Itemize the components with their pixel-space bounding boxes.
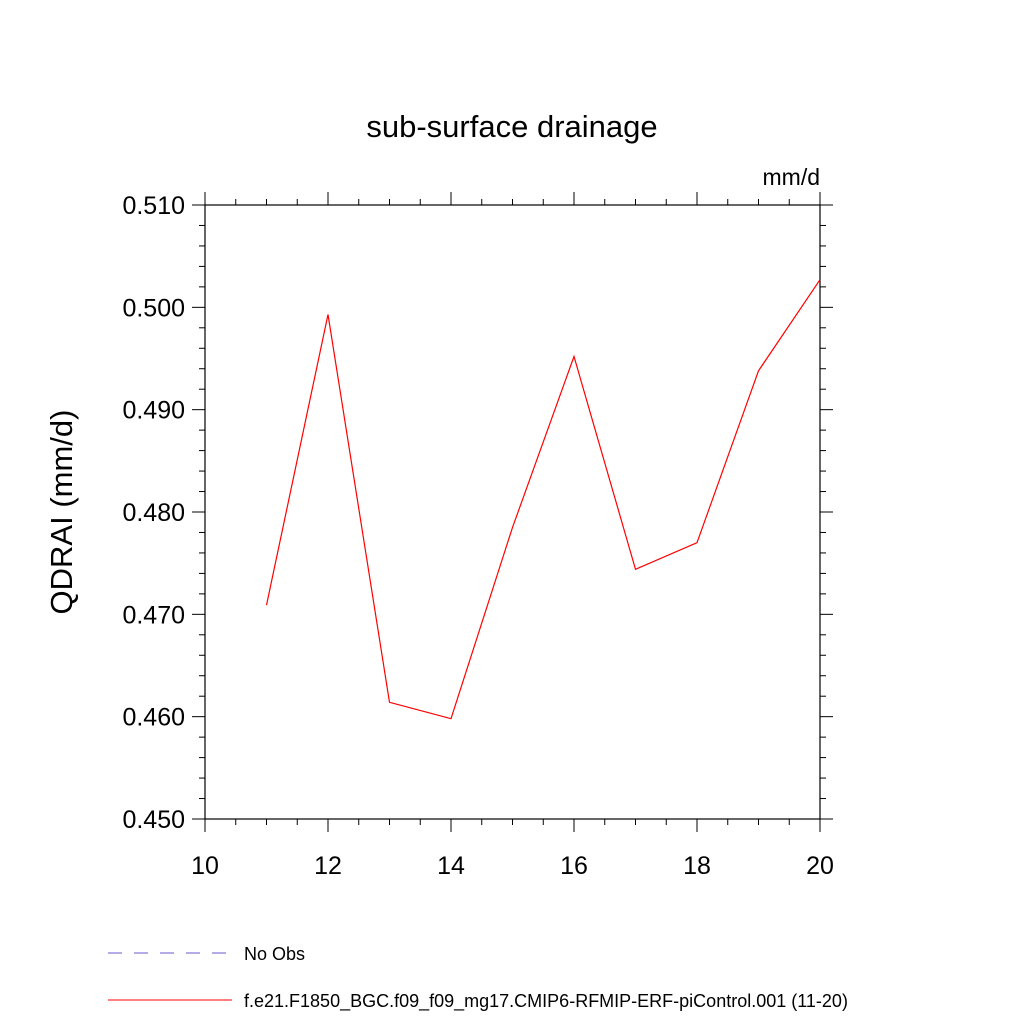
y-tick-label: 0.490 bbox=[122, 397, 185, 425]
x-tick-label: 14 bbox=[437, 852, 465, 880]
chart-title: sub-surface drainage bbox=[366, 109, 657, 144]
x-tick-label: 20 bbox=[806, 852, 834, 880]
plot-frame bbox=[204, 204, 821, 820]
axis-ticks bbox=[192, 192, 833, 832]
axis-tick-labels: 10 12 14 16 18 20 0.450 0.460 0.470 0.480 0.490 0.5… bbox=[122, 192, 833, 880]
y-tick-label: 0.510 bbox=[122, 192, 185, 220]
x-tick-label: 12 bbox=[314, 852, 342, 880]
series-line bbox=[265, 279, 821, 720]
x-tick-label: 16 bbox=[560, 852, 588, 880]
x-tick-label: 18 bbox=[683, 852, 711, 880]
y-tick-label: 0.480 bbox=[122, 499, 185, 527]
y-tick-label: 0.450 bbox=[122, 806, 185, 834]
legend-label: f.e21.F1850_BGC.f09_f09_mg17.CMIP6-RFMIP… bbox=[244, 991, 848, 1012]
series-lines bbox=[265, 279, 821, 720]
legend-label: No Obs bbox=[244, 944, 305, 964]
units-label: mm/d bbox=[763, 164, 821, 190]
legend: No Obs f.e21.F1850_BGC.f09_f09_mg17.CMIP6… bbox=[108, 944, 848, 1012]
y-axis-label: QDRAI (mm/d) bbox=[44, 410, 79, 615]
y-tick-label: 0.460 bbox=[122, 704, 185, 732]
x-tick-label: 10 bbox=[191, 852, 219, 880]
y-tick-label: 0.470 bbox=[122, 601, 185, 629]
y-tick-label: 0.500 bbox=[122, 294, 185, 322]
